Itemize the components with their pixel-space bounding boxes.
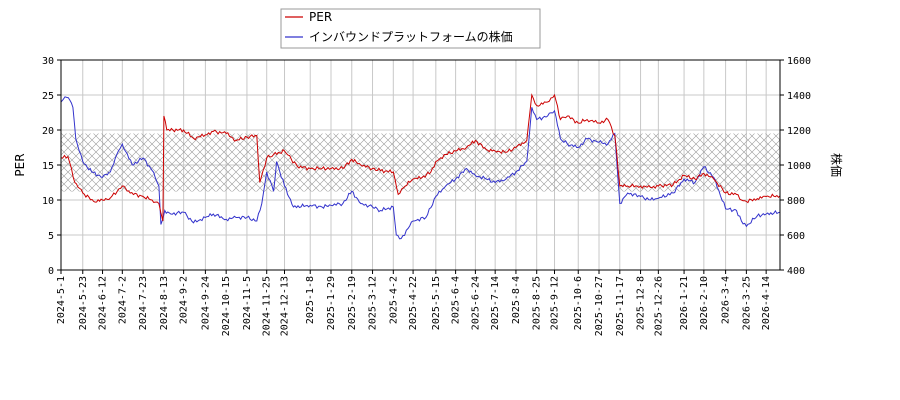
reference-band: [61, 133, 780, 192]
y-tick-label-left: 0: [48, 266, 54, 277]
y-tick-label-right: 1400: [787, 91, 811, 102]
x-tick-label: 2024-5-23: [78, 276, 89, 330]
y-axis-title-right: 株価: [829, 153, 844, 177]
x-tick-label: 2024-7-2: [117, 276, 128, 324]
y-tick-label-right: 600: [787, 231, 805, 242]
x-tick-label: 2025-8-25: [532, 276, 543, 330]
x-tick-label: 2024-6-12: [98, 276, 109, 330]
x-tick-label: 2026-3-25: [741, 276, 752, 330]
x-tick-label: 2025-1-8: [305, 276, 316, 324]
series-line-per: [61, 93, 780, 222]
x-tick-label: 2025-9-12: [550, 276, 561, 330]
x-tick-label: 2024-7-23: [138, 276, 149, 330]
y-tick-label-left: 5: [48, 231, 54, 242]
x-tick-label: 2024-9-24: [200, 276, 211, 330]
x-tick-label: 2025-4-22: [408, 276, 419, 330]
x-tick-label: 2025-8-4: [511, 276, 522, 324]
x-tick-label: 2025-7-14: [490, 276, 501, 330]
x-tick-label: 2026-1-21: [679, 276, 690, 330]
legend: PER インバウンドプラットフォームの株価: [280, 8, 541, 49]
y-tick-label-right: 400: [787, 266, 805, 277]
legend-label-per: PER: [309, 10, 332, 24]
x-tick-label: 2024-12-13: [280, 276, 291, 336]
x-tick-label: 2025-6-4: [451, 276, 462, 324]
legend-label-stock: インバウンドプラットフォームの株価: [309, 29, 513, 44]
x-tick-label: 2025-10-6: [573, 276, 584, 330]
x-tick-label: 2024-5-1: [56, 276, 67, 324]
x-tick-label: 2025-12-8: [636, 276, 647, 330]
x-tick-label: 2025-10-27: [594, 276, 605, 336]
x-tick-label: 2024-9-2: [179, 276, 190, 324]
y-tick-label-left: 25: [42, 91, 54, 102]
y-tick-label-right: 800: [787, 196, 805, 207]
y-tick-label-right: 1000: [787, 161, 811, 172]
x-tick-label: 2025-12-26: [653, 276, 664, 336]
y-axis-title-left: PER: [13, 153, 27, 176]
x-axis-ticks: 2024-5-1 2024-5-23 2024-6-12 2024-7-2 2024-7…: [56, 270, 772, 336]
y-tick-label-right: 1200: [787, 126, 811, 137]
x-tick-label: 2025-11-17: [615, 276, 626, 336]
y-tick-label-left: 10: [42, 196, 54, 207]
x-tick-label: 2025-6-24: [470, 276, 481, 330]
x-tick-label: 2024-11-5: [242, 276, 253, 330]
right-axis-ticks: 400 600 800 1000 1200 1400 1600: [780, 56, 811, 277]
x-tick-label: 2026-2-10: [699, 276, 710, 330]
y-tick-label-left: 15: [42, 161, 54, 172]
x-tick-label: 2024-10-15: [221, 276, 232, 336]
x-tick-label: 2026-3-4: [721, 276, 732, 324]
left-axis-ticks: 0 5 10 15 20 25 30: [42, 56, 61, 277]
x-tick-label: 2025-2-19: [347, 276, 358, 330]
y-tick-label-right: 1600: [787, 56, 811, 67]
x-tick-label: 2025-3-12: [368, 276, 379, 330]
x-tick-label: 2025-5-15: [431, 276, 442, 330]
x-tick-label: 2025-4-2: [388, 276, 399, 324]
y-tick-label-left: 20: [42, 126, 54, 137]
x-tick-label: 2024-8-13: [159, 276, 170, 330]
x-tick-label: 2025-1-29: [326, 276, 337, 330]
y-tick-label-left: 30: [42, 56, 54, 67]
x-tick-label: 2026-4-14: [761, 276, 772, 330]
legend-box: [280, 8, 541, 49]
x-tick-label: 2024-11-25: [262, 276, 273, 336]
series-line-stock: [61, 96, 780, 240]
